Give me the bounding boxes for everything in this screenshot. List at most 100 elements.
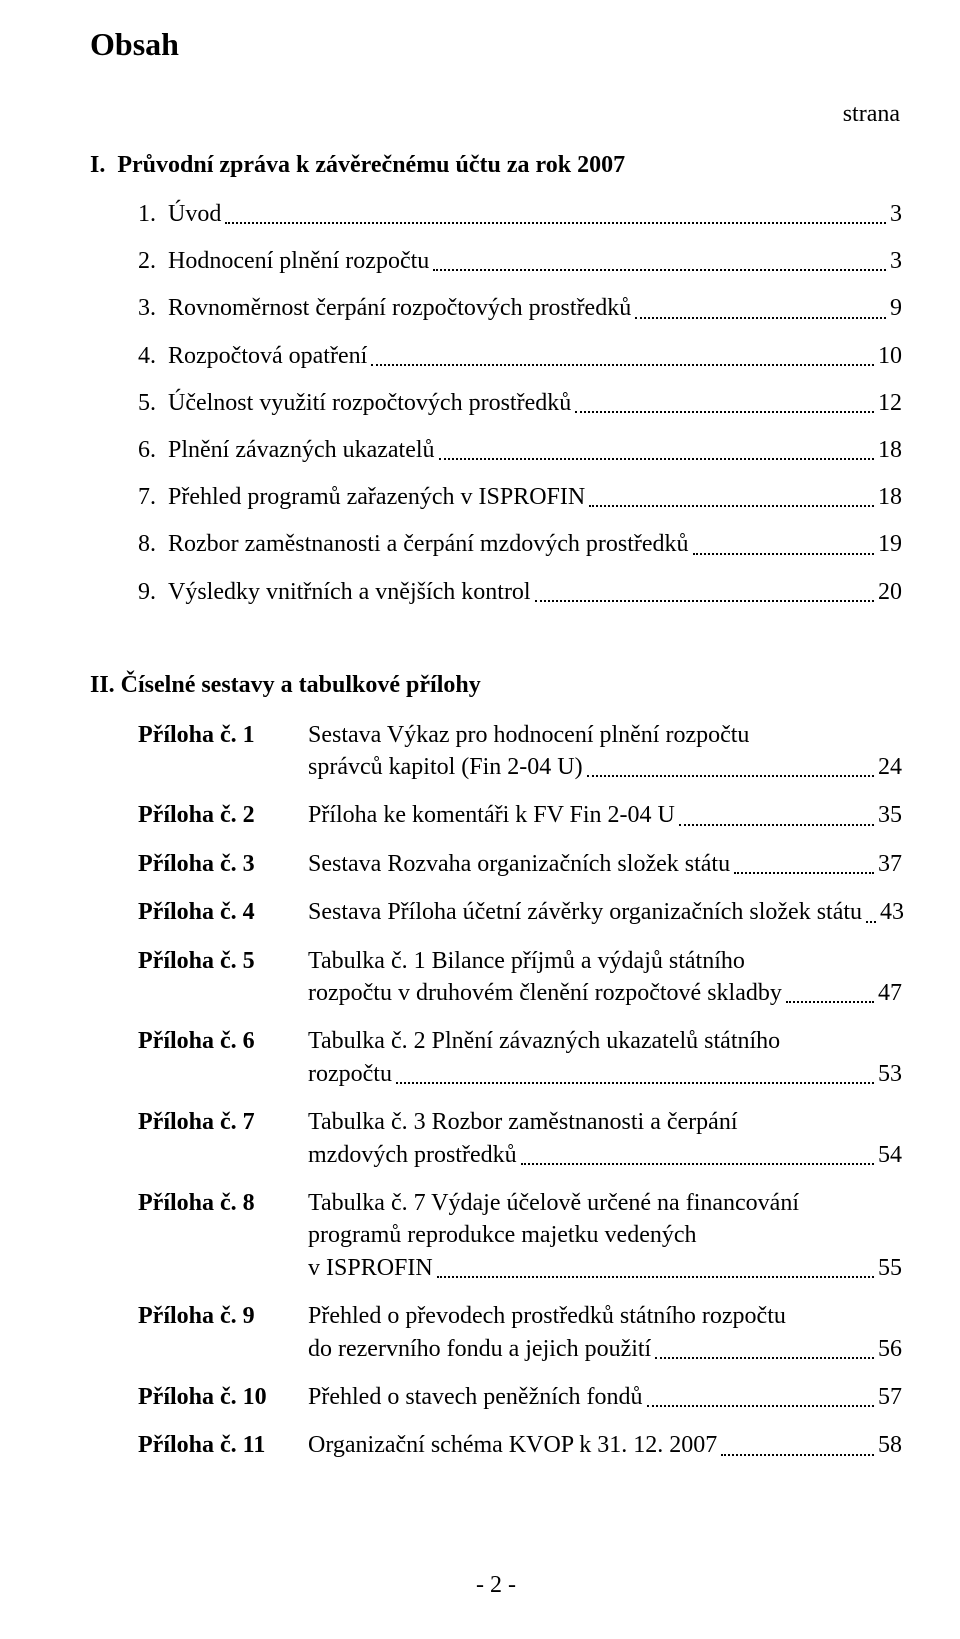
appendix-text: rozpočtu <box>308 1058 392 1090</box>
appendix-body: Sestava Rozvaha organizačních složek stá… <box>308 848 902 880</box>
appendix-row: Příloha č. 7Tabulka č. 3 Rozbor zaměstna… <box>138 1106 902 1171</box>
appendix-page: 54 <box>878 1139 902 1171</box>
appendix-row: Příloha č. 6Tabulka č. 2 Plnění závaznýc… <box>138 1025 902 1090</box>
toc-row: 9. Výsledky vnitřních a vnějších kontrol… <box>138 577 902 608</box>
toc-row-page: 10 <box>878 341 902 372</box>
appendix-text: Přehled o převodech prostředků státního … <box>308 1300 786 1332</box>
appendix-last-line: Příloha ke komentáři k FV Fin 2-04 U35 <box>308 799 902 831</box>
leader-dots <box>225 222 886 224</box>
appendix-label: Příloha č. 8 <box>138 1187 308 1219</box>
appendix-text: Tabulka č. 3 Rozbor zaměstnanosti a čerp… <box>308 1106 738 1138</box>
appendix-label: Příloha č. 7 <box>138 1106 308 1138</box>
leader-dots <box>587 775 874 777</box>
section-2-body: Příloha č. 1Sestava Výkaz pro hodnocení … <box>90 719 902 1462</box>
toc-row-text: 2. Hodnocení plnění rozpočtu <box>138 246 429 277</box>
leader-dots <box>721 1454 874 1456</box>
appendix-text: Sestava Rozvaha organizačních složek stá… <box>308 848 730 880</box>
page-column-label: strana <box>90 101 902 128</box>
appendix-last-line: Organizační schéma KVOP k 31. 12. 200758 <box>308 1429 902 1461</box>
appendix-text: Sestava Výkaz pro hodnocení plnění rozpo… <box>308 719 749 751</box>
appendix-last-line: Sestava Rozvaha organizačních složek stá… <box>308 848 902 880</box>
leader-dots <box>734 872 874 874</box>
appendix-text-line: programů reprodukce majetku vedených <box>308 1219 902 1251</box>
appendix-text-line: Tabulka č. 1 Bilance příjmů a výdajů stá… <box>308 945 902 977</box>
appendix-last-line: správců kapitol (Fin 2-04 U) 24 <box>308 751 902 783</box>
appendix-text: mzdových prostředků <box>308 1139 517 1171</box>
toc-row-page: 18 <box>878 435 902 466</box>
appendix-body: Organizační schéma KVOP k 31. 12. 200758 <box>308 1429 902 1461</box>
appendix-text: Tabulka č. 2 Plnění závazných ukazatelů … <box>308 1025 780 1057</box>
appendix-row: Příloha č. 3Sestava Rozvaha organizačníc… <box>138 848 902 880</box>
appendix-text: rozpočtu v druhovém členění rozpočtové s… <box>308 977 782 1009</box>
toc-row-text: 9. Výsledky vnitřních a vnějších kontrol <box>138 577 531 608</box>
appendix-row: Příloha č. 2Příloha ke komentáři k FV Fi… <box>138 799 902 831</box>
appendix-last-line: v ISPROFIN 55 <box>308 1252 902 1284</box>
appendix-text: Tabulka č. 7 Výdaje účelově určené na fi… <box>308 1187 799 1219</box>
appendix-row: Příloha č. 1Sestava Výkaz pro hodnocení … <box>138 719 902 784</box>
appendix-text-line: Tabulka č. 7 Výdaje účelově určené na fi… <box>308 1187 902 1219</box>
appendix-row: Příloha č. 9Přehled o převodech prostřed… <box>138 1300 902 1365</box>
toc-row-page: 12 <box>878 388 902 419</box>
appendix-last-line: rozpočtu v druhovém členění rozpočtové s… <box>308 977 902 1009</box>
appendix-label: Příloha č. 3 <box>138 848 308 880</box>
toc-row: 3. Rovnoměrnost čerpání rozpočtových pro… <box>138 293 902 324</box>
toc-row-page: 19 <box>878 529 902 560</box>
leader-dots <box>647 1405 874 1407</box>
appendix-page: 24 <box>878 751 902 783</box>
leader-dots <box>786 1001 874 1003</box>
appendix-page: 55 <box>878 1252 902 1284</box>
appendix-label: Příloha č. 11 <box>138 1429 308 1461</box>
appendix-row: Příloha č. 11Organizační schéma KVOP k 3… <box>138 1429 902 1461</box>
section-1-body: 1. Úvod 3 2. Hodnocení plnění rozpočtu 3 3. … <box>90 199 902 608</box>
appendix-row: Příloha č. 10Přehled o stavech peněžních… <box>138 1381 902 1413</box>
appendix-page: 37 <box>878 848 902 880</box>
appendix-text: Organizační schéma KVOP k 31. 12. 2007 <box>308 1429 717 1461</box>
appendix-text: Tabulka č. 1 Bilance příjmů a výdajů stá… <box>308 945 745 977</box>
document-title: Obsah <box>90 26 902 63</box>
toc-row-page: 9 <box>890 293 902 324</box>
leader-dots <box>396 1082 874 1084</box>
leader-dots <box>521 1163 874 1165</box>
appendix-label: Příloha č. 1 <box>138 719 308 751</box>
appendix-body: Sestava Výkaz pro hodnocení plnění rozpo… <box>308 719 902 784</box>
appendix-row: Příloha č. 4Sestava Příloha účetní závěr… <box>138 896 902 928</box>
appendix-row: Příloha č. 5Tabulka č. 1 Bilance příjmů … <box>138 945 902 1010</box>
leader-dots <box>866 921 876 923</box>
leader-dots <box>655 1357 874 1359</box>
toc-row-text: 1. Úvod <box>138 199 221 230</box>
page-footer: - 2 - <box>90 1572 902 1599</box>
toc-row: 1. Úvod 3 <box>138 199 902 230</box>
appendix-label: Příloha č. 5 <box>138 945 308 977</box>
appendix-label: Příloha č. 2 <box>138 799 308 831</box>
toc-row: 5. Účelnost využití rozpočtových prostře… <box>138 388 902 419</box>
toc-row-page: 20 <box>878 577 902 608</box>
appendix-page: 47 <box>878 977 902 1009</box>
appendix-text: Sestava Příloha účetní závěrky organizač… <box>308 896 862 928</box>
appendix-page: 53 <box>878 1058 902 1090</box>
appendix-last-line: Sestava Příloha účetní závěrky organizač… <box>308 896 904 928</box>
leader-dots <box>439 458 874 460</box>
appendix-text-line: Sestava Výkaz pro hodnocení plnění rozpo… <box>308 719 902 751</box>
appendix-text-line: Tabulka č. 3 Rozbor zaměstnanosti a čerp… <box>308 1106 902 1138</box>
appendix-row: Příloha č. 8Tabulka č. 7 Výdaje účelově … <box>138 1187 902 1284</box>
appendix-body: Tabulka č. 1 Bilance příjmů a výdajů stá… <box>308 945 902 1010</box>
section-1-heading: I. Průvodní zpráva k závěrečnému účtu za… <box>90 152 902 179</box>
leader-dots <box>437 1276 874 1278</box>
toc-row: 2. Hodnocení plnění rozpočtu 3 <box>138 246 902 277</box>
toc-row-page: 3 <box>890 246 902 277</box>
appendix-text: v ISPROFIN <box>308 1252 433 1284</box>
appendix-body: Tabulka č. 7 Výdaje účelově určené na fi… <box>308 1187 902 1284</box>
appendix-page: 57 <box>878 1381 902 1413</box>
appendix-label: Příloha č. 10 <box>138 1381 308 1413</box>
appendix-text: Příloha ke komentáři k FV Fin 2-04 U <box>308 799 675 831</box>
toc-row: 8. Rozbor zaměstnanosti a čerpání mzdový… <box>138 529 902 560</box>
toc-row-page: 3 <box>890 199 902 230</box>
toc-row-text: 8. Rozbor zaměstnanosti a čerpání mzdový… <box>138 529 689 560</box>
leader-dots <box>433 269 886 271</box>
appendix-text: správců kapitol (Fin 2-04 U) <box>308 751 583 783</box>
appendix-page: 56 <box>878 1333 902 1365</box>
toc-row-text: 7. Přehled programů zařazených v ISPROFI… <box>138 482 585 513</box>
toc-row-text: 4. Rozpočtová opatření <box>138 341 367 372</box>
appendix-body: Tabulka č. 3 Rozbor zaměstnanosti a čerp… <box>308 1106 902 1171</box>
appendix-body: Příloha ke komentáři k FV Fin 2-04 U35 <box>308 799 902 831</box>
